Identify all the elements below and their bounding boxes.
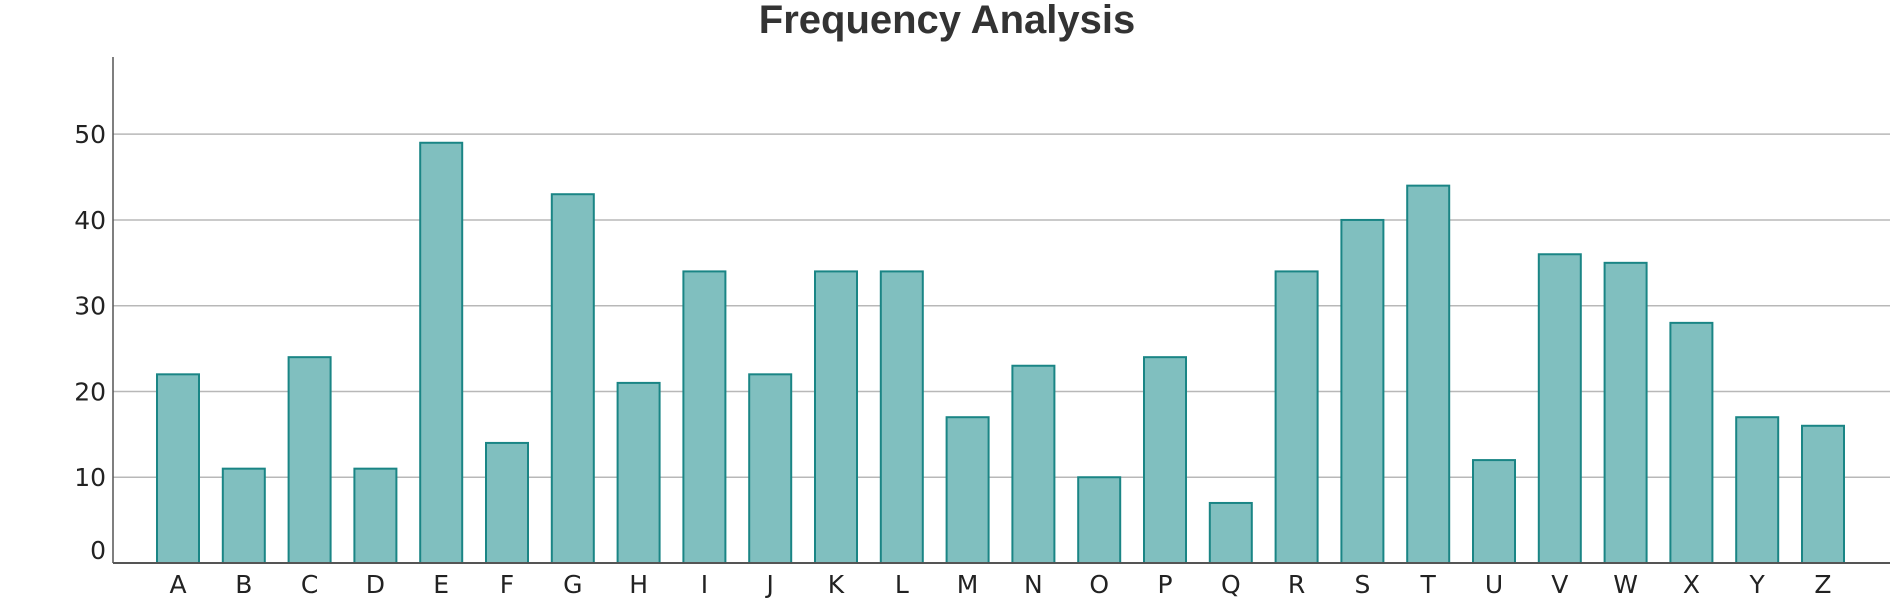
bars bbox=[156, 141, 1845, 565]
x-tick-label: R bbox=[1288, 570, 1305, 599]
bar-Z bbox=[1801, 424, 1845, 564]
bar-X bbox=[1669, 321, 1714, 564]
bar-V bbox=[1537, 253, 1582, 564]
y-tick-label: 30 bbox=[74, 292, 106, 321]
bar-T bbox=[1406, 184, 1451, 564]
bar-C bbox=[287, 356, 332, 564]
bar-I bbox=[682, 270, 727, 564]
gridlines bbox=[113, 133, 1890, 478]
x-tick-label: F bbox=[500, 570, 514, 599]
bar-W bbox=[1603, 261, 1648, 564]
x-tick-label: E bbox=[433, 570, 449, 599]
y-tick-label: 0 bbox=[90, 536, 106, 565]
y-tick-label: 10 bbox=[74, 463, 106, 492]
bar-U bbox=[1472, 459, 1516, 564]
x-tick-label: C bbox=[301, 570, 318, 599]
bar-L bbox=[879, 270, 924, 564]
bar-N bbox=[1011, 364, 1056, 564]
bar-K bbox=[814, 270, 858, 564]
x-tick-label: Y bbox=[1749, 570, 1766, 599]
axes bbox=[112, 57, 1890, 564]
bar-B bbox=[221, 467, 266, 564]
x-tick-label: O bbox=[1089, 570, 1109, 599]
x-tick-label: B bbox=[235, 570, 252, 599]
x-tick-label: J bbox=[765, 570, 774, 599]
x-tick-label: L bbox=[895, 570, 909, 599]
x-tick-label: V bbox=[1551, 570, 1568, 599]
x-tick-label: T bbox=[1420, 570, 1437, 599]
x-tick-label: D bbox=[366, 570, 385, 599]
bar-M bbox=[945, 416, 990, 565]
x-tick-label: N bbox=[1024, 570, 1043, 599]
x-tick-label: M bbox=[957, 570, 979, 599]
x-tick-label: A bbox=[169, 570, 186, 599]
x-tick-labels: A B C D E F G H I J K L M N O P Q R S T U V W X Y Z bbox=[169, 570, 1831, 599]
bar-P bbox=[1143, 356, 1187, 564]
bar-R bbox=[1274, 270, 1319, 564]
x-tick-label: X bbox=[1683, 570, 1700, 599]
y-tick-label: 20 bbox=[74, 377, 106, 406]
y-tick-label: 40 bbox=[74, 206, 106, 235]
bar-J bbox=[748, 373, 793, 564]
x-tick-label: U bbox=[1485, 570, 1503, 599]
bar-F bbox=[485, 441, 529, 564]
y-tick-labels: 0 10 20 30 40 50 bbox=[74, 120, 106, 565]
x-tick-label: I bbox=[701, 570, 708, 599]
bar-A bbox=[156, 373, 200, 564]
x-tick-label: G bbox=[563, 570, 582, 599]
bar-G bbox=[550, 193, 595, 564]
x-tick-label: K bbox=[828, 570, 845, 599]
bar-D bbox=[353, 467, 398, 564]
x-tick-label: H bbox=[629, 570, 648, 599]
bar-E bbox=[419, 141, 464, 564]
y-tick-label: 50 bbox=[74, 120, 106, 149]
bar-O bbox=[1077, 476, 1122, 564]
bar-H bbox=[616, 381, 661, 565]
bar-Y bbox=[1735, 416, 1780, 565]
x-tick-label: S bbox=[1354, 570, 1370, 599]
x-tick-label: W bbox=[1613, 570, 1638, 599]
bar-Q bbox=[1208, 501, 1253, 564]
x-tick-label: P bbox=[1157, 570, 1172, 599]
chart-title: Frequency Analysis bbox=[758, 0, 1136, 42]
x-tick-label: Q bbox=[1221, 570, 1241, 599]
bar-S bbox=[1340, 218, 1385, 564]
x-tick-label: Z bbox=[1814, 570, 1831, 599]
